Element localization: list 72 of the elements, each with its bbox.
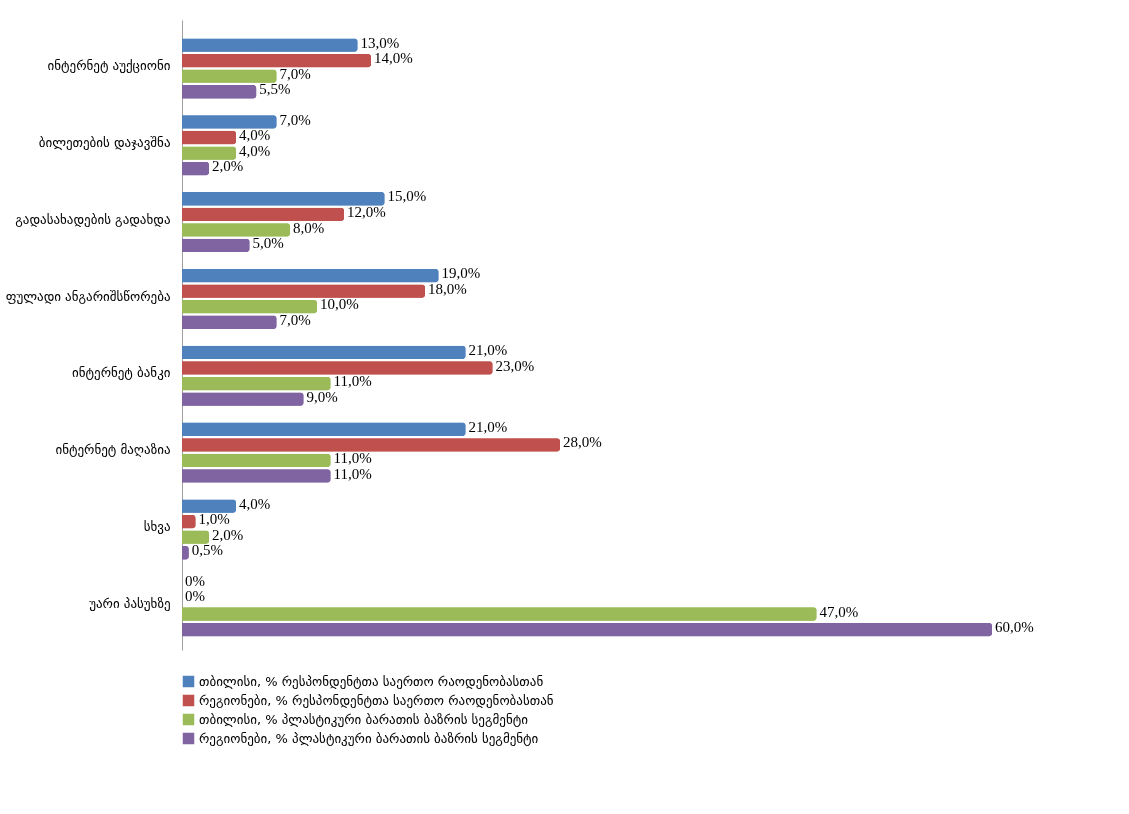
data-label: 11,0%: [333, 465, 372, 482]
data-label: 1,0%: [198, 511, 230, 528]
y-tick-label: ბილეთების დაჯავშნა: [38, 134, 171, 150]
y-tick-label: ფულადი ანგარიშსწორება: [5, 288, 171, 304]
data-label: 13,0%: [360, 34, 400, 51]
data-label: 14,0%: [374, 50, 413, 67]
data-label: 5,0%: [252, 235, 284, 252]
y-tick-label: სხვა: [143, 519, 171, 535]
data-label: 7,0%: [279, 311, 311, 328]
bar: [182, 499, 236, 513]
bar: [182, 345, 466, 360]
bar: [182, 622, 992, 637]
data-label: 4,0%: [239, 142, 271, 159]
bar: [182, 607, 817, 621]
data-label: 2,0%: [212, 158, 244, 175]
bar: [182, 315, 277, 329]
bar: [182, 268, 439, 283]
data-label: 12,0%: [347, 203, 386, 220]
y-tick-label: ინტერნეტ აუქციონი: [47, 58, 171, 74]
data-label: 60,0%: [995, 619, 1034, 636]
data-label: 19,0%: [441, 265, 481, 282]
bar: [182, 130, 236, 145]
data-label: 0,5%: [191, 542, 223, 559]
legend-label: თბილისი, % პლასტიკური ბარათის ბაზრის სეგმენტი: [199, 711, 529, 727]
data-label: 4,0%: [239, 127, 271, 144]
bar: [182, 469, 331, 483]
bar: [182, 300, 317, 314]
bar: [182, 38, 358, 52]
data-label: 0%: [185, 588, 205, 605]
data-label: 23,0%: [495, 357, 535, 374]
data-label: 18,0%: [428, 280, 467, 297]
data-label: 9,0%: [306, 388, 338, 405]
bar: [182, 361, 493, 375]
bar: [182, 161, 209, 176]
bar: [182, 146, 236, 160]
data-label: 21,0%: [468, 418, 508, 435]
data-label: 28,0%: [563, 434, 602, 451]
y-tick-label: ინტერნეტ მაღაზია: [55, 442, 171, 458]
bar: [182, 453, 331, 468]
legend-label: რეგიონები, % პლასტიკური ბარათის ბაზრის სეგმენტი: [199, 730, 539, 746]
data-label: 21,0%: [468, 342, 508, 359]
bar: [182, 207, 344, 221]
bar: [182, 422, 466, 436]
legend-label: რეგიონები, % რესპონდენტთა საერთო რაოდენობასთან: [199, 692, 554, 708]
y-tick-label: გადასახადების გადახდა: [15, 211, 171, 227]
data-label: 15,0%: [387, 188, 427, 205]
bar: [182, 54, 371, 68]
bar: [182, 514, 196, 529]
data-label: 4,0%: [239, 495, 271, 512]
bar: [182, 376, 331, 391]
bar: [182, 392, 304, 406]
bar: [182, 284, 425, 298]
bar: [182, 192, 385, 206]
legend-label: თბილისი, % რესპონდენტთა საერთო რაოდენობასთან: [199, 673, 544, 689]
bar: [182, 69, 277, 83]
data-label: 47,0%: [819, 603, 859, 620]
data-label: 7,0%: [279, 111, 311, 128]
data-label: 5,5%: [259, 81, 291, 98]
bar: [182, 85, 257, 99]
bar: [182, 115, 277, 129]
data-label: 11,0%: [333, 450, 372, 467]
y-tick-label: ინტერნეტ ბანკი: [72, 365, 171, 381]
bar: [182, 238, 250, 253]
data-label: 7,0%: [279, 65, 311, 82]
data-label: 8,0%: [293, 219, 325, 236]
y-tick-label: უარი პასუხზე: [89, 595, 171, 611]
bar: [182, 438, 560, 452]
data-label: 0%: [185, 572, 205, 589]
data-label: 11,0%: [333, 373, 372, 390]
bar: [182, 223, 290, 237]
data-label: 10,0%: [320, 296, 359, 313]
data-label: 2,0%: [212, 526, 244, 543]
